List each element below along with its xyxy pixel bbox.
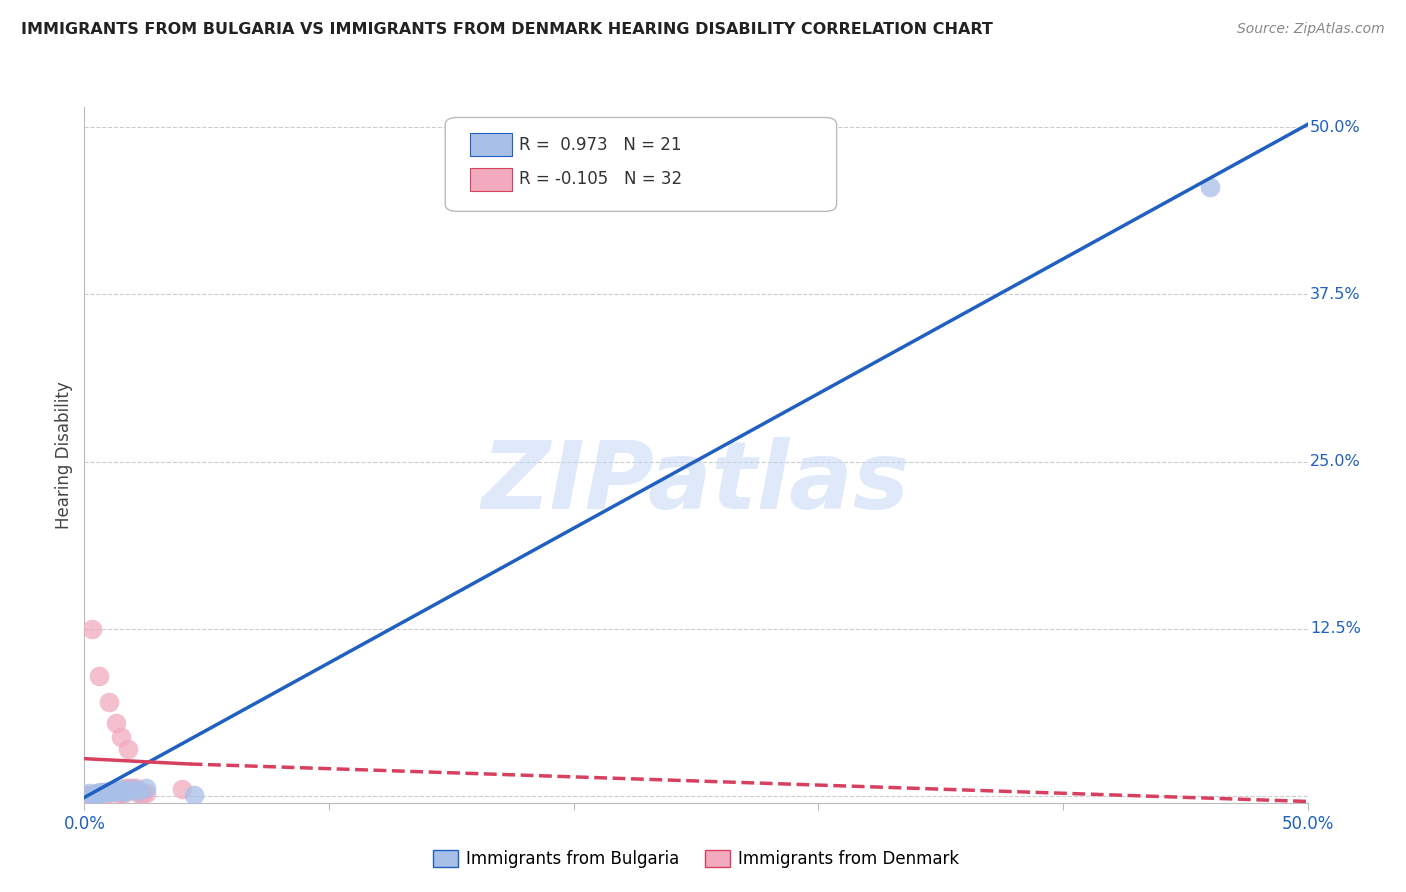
Point — [127, 787, 149, 801]
Point — [103, 784, 125, 797]
Point — [1198, 180, 1220, 194]
Point — [86, 787, 108, 801]
Point — [127, 784, 149, 797]
Point — [96, 785, 118, 799]
FancyBboxPatch shape — [446, 118, 837, 211]
Point — [115, 781, 138, 796]
Text: 25.0%: 25.0% — [1310, 454, 1361, 469]
Point — [90, 785, 112, 799]
Text: R =  0.973   N = 21: R = 0.973 N = 21 — [519, 136, 681, 153]
Y-axis label: Hearing Disability: Hearing Disability — [55, 381, 73, 529]
Point — [117, 781, 139, 796]
Point — [93, 787, 115, 801]
Point — [76, 788, 98, 802]
Point — [135, 787, 157, 801]
Point — [115, 784, 138, 797]
Point — [96, 785, 118, 799]
Point — [105, 715, 128, 730]
Point — [87, 787, 110, 801]
Point — [183, 788, 205, 802]
Point — [112, 787, 135, 801]
Point — [93, 785, 115, 799]
Bar — [470, 169, 512, 191]
Point — [83, 788, 105, 802]
Point — [112, 785, 135, 799]
Point — [122, 781, 145, 796]
Point — [129, 787, 152, 801]
Point — [117, 742, 139, 756]
Point — [90, 787, 112, 801]
Point — [97, 785, 120, 799]
Bar — [470, 134, 512, 156]
Text: Source: ZipAtlas.com: Source: ZipAtlas.com — [1237, 22, 1385, 37]
Point — [100, 785, 122, 799]
Point — [86, 787, 108, 801]
Point — [87, 787, 110, 801]
Point — [122, 782, 145, 797]
Text: ZIPatlas: ZIPatlas — [482, 437, 910, 529]
Point — [125, 781, 148, 796]
Legend: Immigrants from Bulgaria, Immigrants from Denmark: Immigrants from Bulgaria, Immigrants fro… — [426, 843, 966, 874]
Point — [100, 784, 122, 797]
Point — [107, 784, 129, 797]
Point — [172, 782, 194, 797]
Point — [135, 781, 157, 796]
Text: 37.5%: 37.5% — [1310, 287, 1361, 301]
Point — [110, 787, 132, 801]
Point — [120, 781, 142, 796]
Point — [80, 788, 103, 802]
Point — [77, 787, 100, 801]
Point — [110, 782, 132, 797]
Text: 50.0%: 50.0% — [1310, 120, 1361, 135]
Point — [132, 787, 155, 801]
Point — [105, 784, 128, 797]
Point — [105, 785, 128, 799]
Point — [97, 787, 120, 801]
Point — [97, 696, 120, 710]
Point — [83, 788, 105, 802]
Text: R = -0.105   N = 32: R = -0.105 N = 32 — [519, 170, 682, 188]
Point — [87, 669, 110, 683]
Text: IMMIGRANTS FROM BULGARIA VS IMMIGRANTS FROM DENMARK HEARING DISABILITY CORRELATI: IMMIGRANTS FROM BULGARIA VS IMMIGRANTS F… — [21, 22, 993, 37]
Text: 12.5%: 12.5% — [1310, 622, 1361, 636]
Point — [77, 788, 100, 802]
Point — [107, 787, 129, 801]
Point — [110, 730, 132, 744]
Point — [103, 785, 125, 799]
Point — [80, 622, 103, 636]
Point — [80, 788, 103, 802]
